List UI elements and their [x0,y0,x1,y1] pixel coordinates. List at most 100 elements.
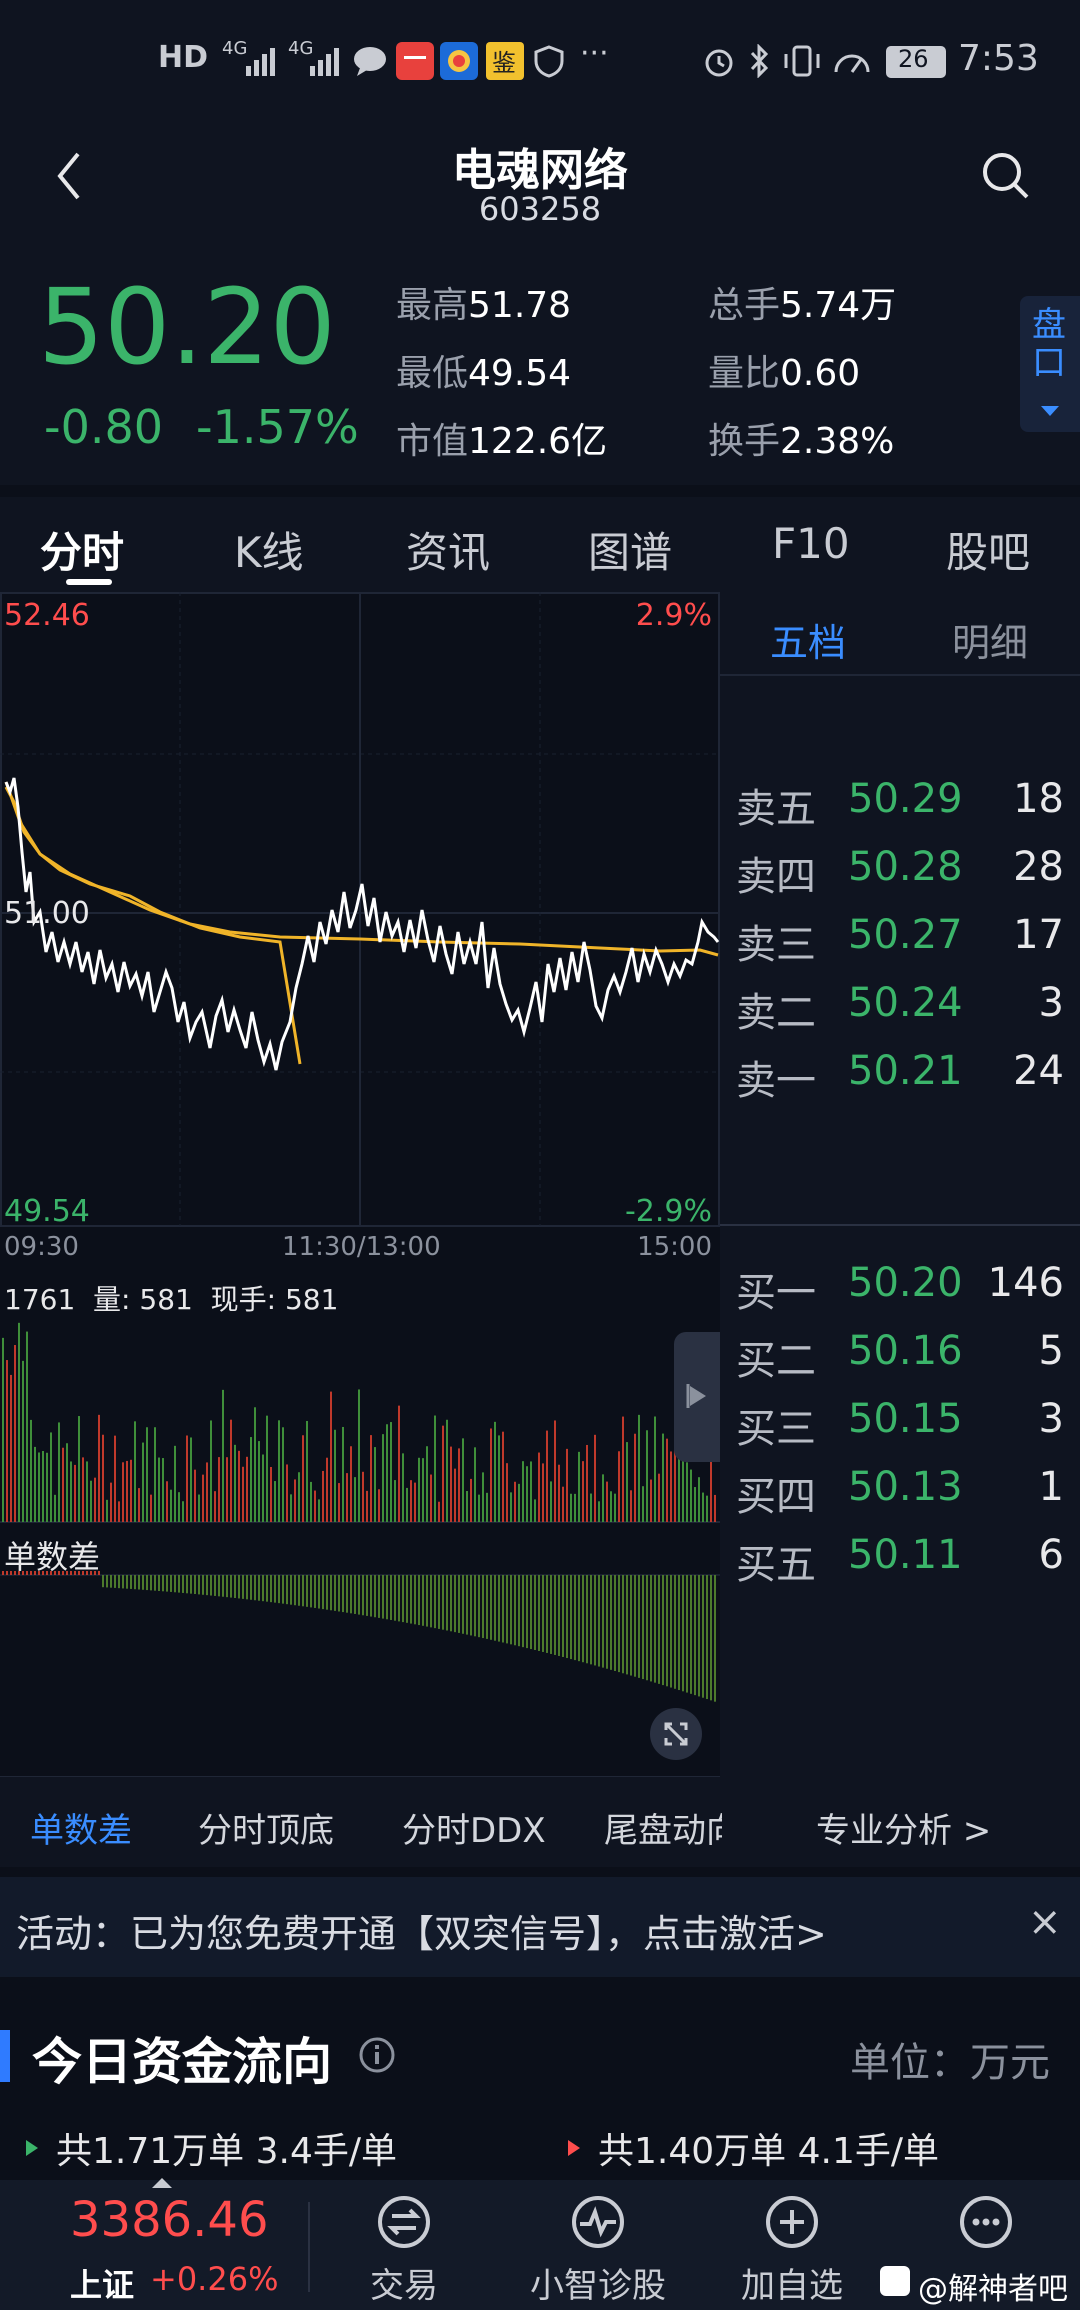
close-icon[interactable]: × [1028,1899,1062,1945]
pankou-button[interactable]: 盘口 [1020,296,1080,432]
volume-bar [90,1480,92,1522]
level-volume: 28 [1013,844,1064,890]
clock: 7:53 [958,38,1039,79]
volume-bar [166,1481,168,1522]
nav-diagnosis[interactable]: 小智诊股 [498,2180,698,2310]
volume-bar [330,1391,332,1522]
diff-bar [710,1575,712,1701]
diff-bar [186,1575,188,1594]
stat-label: 换手 [708,421,781,462]
nav-add-label: 加自选 [741,2266,843,2306]
volume-bar [538,1452,540,1522]
more-indicator: ··· [580,36,609,71]
subtab-diff[interactable]: 单数差 [30,1811,132,1851]
diff-bar [542,1575,544,1652]
tab-graph[interactable]: 图谱 [588,528,673,577]
volume-bar [206,1462,208,1522]
volume-bar [478,1494,480,1522]
tab-news[interactable]: 资讯 [406,528,491,577]
volume-bar [302,1435,304,1522]
level-name: 卖三 [736,922,816,968]
collapse-handle[interactable] [674,1332,720,1462]
volume-bar [314,1490,316,1522]
diff-bars [2,1571,716,1702]
buy-level-1[interactable]: 买一 50.20 146 [720,1260,1080,1320]
professional-analysis-link[interactable]: 专业分析 > [816,1811,992,1851]
diff-bar [254,1575,256,1601]
buy-level-2[interactable]: 买二 50.16 5 [720,1328,1080,1388]
activity-text[interactable]: 活动：已为您免费开通【双突信号】，点击激活> [16,1912,827,1956]
sell-level-5[interactable]: 卖一 50.21 24 [720,1048,1080,1108]
diff-bar [122,1575,124,1589]
volume-bar [146,1427,148,1522]
volume-bar [390,1422,392,1522]
diff-bar [54,1571,56,1575]
volume-bar [534,1499,536,1522]
activity-banner[interactable]: 活动：已为您免费开通【双突信号】，点击激活> × [0,1877,1080,1977]
trade-icon [378,2196,430,2248]
diff-bar [582,1575,584,1663]
volume-bar [286,1464,288,1522]
volume-bar [530,1461,532,1522]
diff-bar [290,1575,292,1605]
diff-bar [638,1575,640,1678]
volume-bar [306,1420,308,1522]
sell-level-2[interactable]: 卖四 50.28 28 [720,844,1080,904]
tab-fenshi[interactable]: 分时 [40,528,125,577]
buy-level-4[interactable]: 买四 50.13 1 [720,1464,1080,1524]
intraday-chart[interactable]: 52.46 2.9% 51.00 49.54 -2.9% 09:30 11:30… [0,592,720,1777]
nav-more[interactable] [886,2180,1080,2310]
volume-bar [242,1466,244,1522]
nav-trade[interactable]: 交易 [304,2180,504,2310]
diff-bar [218,1575,220,1597]
diff-bar [342,1575,344,1613]
diff-bar [406,1575,408,1623]
diff-bar [270,1575,272,1603]
volume-bar [62,1447,64,1522]
watermark-text: @解神者吧 [918,2272,1068,2307]
level-volume: 1 [1038,1464,1064,1510]
volume-bar [186,1435,188,1522]
inflow-summary: 共1.40万单 4.1手/单 [598,2131,939,2172]
tab-f10[interactable]: F10 [772,519,850,568]
buy-level-3[interactable]: 买三 50.15 3 [720,1396,1080,1456]
volume-bar [162,1458,164,1522]
subtab-tail[interactable]: 尾盘动向 [604,1811,722,1851]
stat-value: 5.74万 [780,285,897,326]
tab-details[interactable]: 明细 [952,621,1029,665]
volume-bar [486,1492,488,1522]
stat-label: 总手 [708,285,781,326]
nav-add-watchlist[interactable]: 加自选 [692,2180,892,2310]
level-volume: 5 [1038,1328,1064,1374]
expand-button[interactable] [650,1708,702,1760]
index-ticker[interactable]: 3386.46 上证 +0.26% [0,2180,300,2310]
search-icon[interactable] [980,150,1032,202]
volume-bar [258,1441,260,1522]
tab-guba[interactable]: 股吧 [946,528,1031,577]
more-icon [960,2196,1012,2248]
axis-bottom-pct: -2.9% [624,1194,712,1229]
volume-bar [562,1486,564,1522]
info-icon[interactable] [358,2036,396,2074]
tab-kline[interactable]: K线 [234,528,304,577]
volume-bar [10,1374,12,1522]
subtab-top-bottom[interactable]: 分时顶底 [198,1811,334,1851]
sell-level-3[interactable]: 卖三 50.27 17 [720,912,1080,972]
subtab-ddx[interactable]: 分时DDX [402,1811,546,1851]
diff-bar [158,1575,160,1591]
diff-bar [490,1575,492,1640]
buy-level-5[interactable]: 买五 50.11 6 [720,1532,1080,1592]
hd-badge: HD [158,40,209,75]
sell-level-4[interactable]: 卖二 50.24 3 [720,980,1080,1040]
sell-level-1[interactable]: 卖五 50.29 18 [720,776,1080,836]
volume-bar [690,1469,692,1522]
stat-low: 最低49.54 [396,344,571,396]
back-icon[interactable] [54,150,84,202]
status-bar: HD 4G 4G 鉴 ··· 26 7:53 [0,0,1080,120]
tab-five-levels[interactable]: 五档 [770,621,847,665]
volume-bar [394,1480,396,1522]
volume-bar [546,1430,548,1522]
volume-bar [158,1457,160,1522]
volume-bar [250,1437,252,1522]
volume-bar [86,1461,88,1522]
